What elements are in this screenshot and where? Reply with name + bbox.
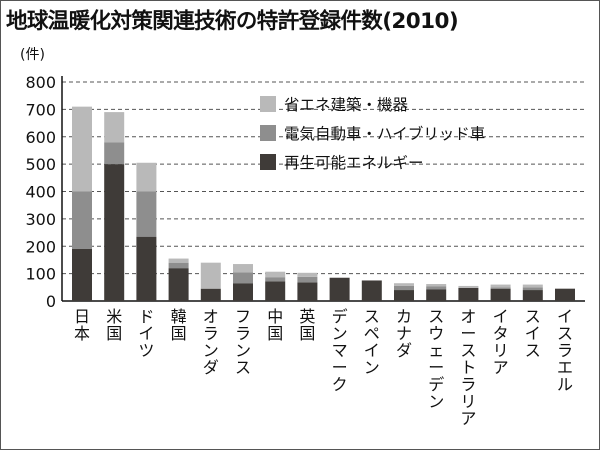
bar-segment <box>458 287 479 301</box>
bar-segment <box>490 288 511 301</box>
bar-segment <box>168 262 189 269</box>
bar-segment <box>72 106 92 192</box>
x-category-label: スウェーデン <box>428 307 444 411</box>
y-tick-label: 200 <box>25 237 56 256</box>
legend-swatch <box>260 154 276 170</box>
y-tick-label: 700 <box>25 100 56 119</box>
x-category-label: 韓国 <box>171 307 187 343</box>
bar-segment <box>104 142 125 165</box>
bar-segment <box>361 280 382 301</box>
x-category-label: イスラエル <box>557 307 573 394</box>
bar-segment <box>458 285 479 288</box>
bar-segment <box>200 288 221 301</box>
legend-label: 省エネ建築・機器 <box>284 96 409 114</box>
bar-segment <box>522 290 543 301</box>
y-tick-label: 0 <box>46 292 56 311</box>
bar-segment <box>72 248 92 301</box>
bar-segment <box>490 284 511 288</box>
bar-segment <box>136 236 157 301</box>
bar-segment <box>522 284 543 288</box>
y-tick-label: 500 <box>25 155 56 174</box>
bar-segment <box>329 277 350 301</box>
x-category-label: スペイン <box>364 307 380 377</box>
y-tick-label: 100 <box>25 265 56 284</box>
y-tick-label: 300 <box>25 210 56 229</box>
legend-swatch <box>260 96 276 112</box>
x-category-label: スイス <box>525 307 541 360</box>
legend-swatch <box>260 125 276 141</box>
bar-segment <box>265 281 286 301</box>
bar-segment <box>490 287 511 289</box>
bar-segment <box>233 283 253 301</box>
bar-segment <box>233 264 253 273</box>
x-category-label: 日本 <box>74 307 90 343</box>
bar-segment <box>136 162 157 192</box>
y-tick-label: 400 <box>25 183 56 202</box>
chart-title: 地球温暖化対策関連技術の特許登録件数(2010) <box>6 9 459 34</box>
legend-label: 電気自動車・ハイブリッド車 <box>284 124 485 143</box>
y-axis-unit-label: (件) <box>20 47 45 63</box>
bar-segment <box>297 276 318 283</box>
x-category-label: 英国 <box>299 307 315 343</box>
bar-segment <box>265 277 286 282</box>
bar-segment <box>394 290 414 301</box>
x-category-label: カナダ <box>396 307 412 360</box>
bar-segment <box>426 284 447 287</box>
x-category-label: オーストラリア <box>460 307 476 428</box>
bar-segment <box>394 285 414 291</box>
x-category-label: 中国 <box>267 307 283 343</box>
x-category-label: オランダ <box>203 307 219 377</box>
bar-segment <box>72 191 92 249</box>
x-category-label: デンマーク <box>332 307 348 394</box>
bar-segment <box>168 268 189 301</box>
y-tick-label: 600 <box>25 128 56 147</box>
y-tick-label: 800 <box>25 73 56 92</box>
bar-segment <box>104 112 125 143</box>
bar-segment <box>522 287 543 291</box>
x-category-label: フランス <box>235 307 251 377</box>
bar-segment <box>233 272 253 284</box>
x-category-label: イタリア <box>493 307 509 377</box>
bar-segment <box>265 271 286 278</box>
bar-segment <box>200 262 221 289</box>
bar-segment <box>426 289 447 301</box>
bar-segment <box>297 282 318 301</box>
bar-segment <box>104 164 125 301</box>
bar-segment <box>555 288 575 301</box>
x-category-label: ドイツ <box>138 307 154 360</box>
bar-segment <box>297 272 318 277</box>
legend-label: 再生可能エネルギー <box>284 154 424 172</box>
bar-segment <box>394 283 414 286</box>
bar-segment <box>136 191 157 237</box>
x-category-label: 米国 <box>106 307 122 343</box>
bar-segment <box>168 258 189 263</box>
bar-segment <box>426 286 447 290</box>
